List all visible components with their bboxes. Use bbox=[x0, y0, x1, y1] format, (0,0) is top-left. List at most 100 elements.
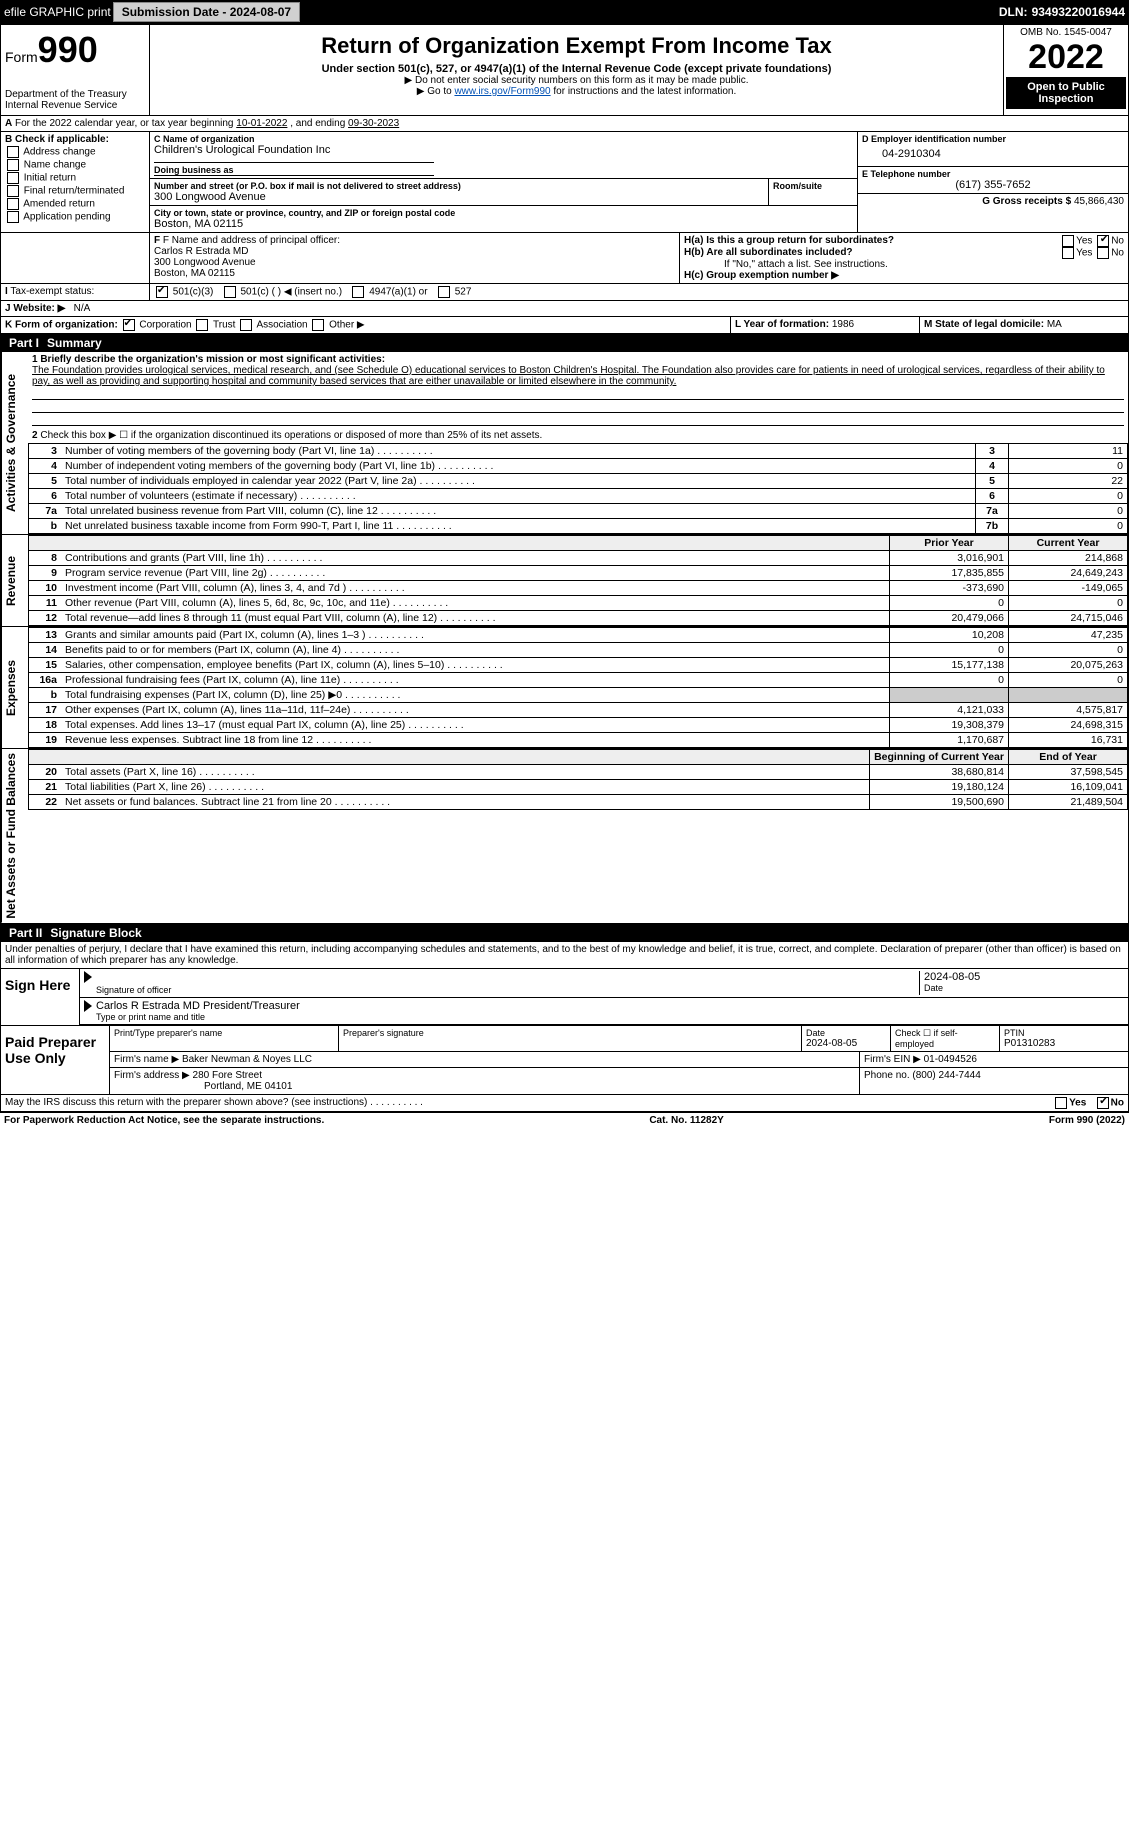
chk-address-change[interactable]: Address change bbox=[5, 146, 145, 158]
firm-addr1: 280 Fore Street bbox=[193, 1070, 262, 1081]
dln-label: DLN: bbox=[999, 5, 1028, 19]
part2-header: Part II Signature Block bbox=[1, 924, 1128, 942]
form-footer: For Paperwork Reduction Act Notice, see … bbox=[0, 1113, 1129, 1128]
efile-label: efile GRAPHIC print bbox=[4, 5, 111, 19]
preparer-date: 2024-08-05 bbox=[806, 1038, 886, 1049]
org-name-label: C Name of organization bbox=[154, 134, 853, 144]
instructions-link-line: ▶ Go to www.irs.gov/Form990 for instruct… bbox=[154, 86, 999, 97]
paid-preparer-label: Paid Preparer Use Only bbox=[1, 1026, 110, 1094]
firm-ein: 01-0494526 bbox=[924, 1054, 977, 1065]
omb-number: OMB No. 1545-0047 bbox=[1006, 27, 1126, 38]
vlabel-net-assets: Net Assets or Fund Balances bbox=[1, 749, 28, 923]
phone-value: (617) 355-7652 bbox=[862, 179, 1124, 191]
firm-phone: (800) 244-7444 bbox=[912, 1070, 980, 1081]
hb-yesno[interactable]: Yes No bbox=[1024, 247, 1124, 259]
form-page-label: Form 990 (2022) bbox=[1049, 1115, 1125, 1126]
sign-here-label: Sign Here bbox=[1, 969, 80, 1025]
ein-label: D Employer identification number bbox=[862, 134, 1124, 144]
mission-label: 1 Briefly describe the organization's mi… bbox=[32, 354, 1124, 365]
line2-checkbox[interactable]: 2 Check this box ▶ ☐ if the organization… bbox=[28, 428, 1128, 443]
self-employed-check[interactable]: Check ☐ if self-employed bbox=[891, 1026, 1000, 1051]
firm-phone-label: Phone no. bbox=[864, 1070, 910, 1081]
street-address: 300 Longwood Avenue bbox=[154, 191, 764, 203]
officer-addr1: 300 Longwood Avenue bbox=[154, 257, 675, 268]
net-assets-table: Beginning of Current YearEnd of Year20To… bbox=[28, 749, 1128, 810]
chk-final-return[interactable]: Final return/terminated bbox=[5, 185, 145, 197]
room-label: Room/suite bbox=[773, 181, 853, 191]
phone-label: E Telephone number bbox=[862, 169, 1124, 179]
goto-suffix: for instructions and the latest informat… bbox=[551, 86, 737, 97]
period-mid: , and ending bbox=[290, 118, 348, 129]
form-990-number: 990 bbox=[38, 29, 98, 70]
section-j-website: J Website: ▶ N/A bbox=[1, 301, 1128, 317]
irs-link[interactable]: www.irs.gov/Form990 bbox=[454, 86, 550, 97]
sign-date: 2024-08-05 bbox=[924, 971, 1124, 983]
firm-addr2: Portland, ME 04101 bbox=[114, 1081, 855, 1092]
submission-date-button[interactable]: Submission Date - 2024-08-07 bbox=[113, 2, 300, 22]
governance-table: 3Number of voting members of the governi… bbox=[28, 443, 1128, 534]
cat-number: Cat. No. 11282Y bbox=[649, 1115, 723, 1126]
ein-value: 04-2910304 bbox=[862, 144, 1124, 164]
preparer-date-label: Date bbox=[806, 1028, 886, 1038]
firm-name: Baker Newman & Noyes LLC bbox=[182, 1054, 312, 1065]
gross-receipts-value: 45,866,430 bbox=[1074, 196, 1124, 207]
expenses-table: 13Grants and similar amounts paid (Part … bbox=[28, 627, 1128, 748]
tax-year: 2022 bbox=[1006, 38, 1126, 77]
section-b-label: B Check if applicable: bbox=[5, 134, 145, 145]
irs-label: Internal Revenue Service bbox=[5, 100, 145, 111]
mission-text: The Foundation provides urological servi… bbox=[32, 365, 1124, 387]
section-k[interactable]: K Form of organization: Corporation Trus… bbox=[1, 317, 731, 333]
period-begin: 10-01-2022 bbox=[236, 118, 287, 129]
firm-name-label: Firm's name ▶ bbox=[114, 1054, 179, 1065]
tax-exempt-label: I Tax-exempt status: bbox=[1, 284, 150, 301]
chk-initial-return[interactable]: Initial return bbox=[5, 172, 145, 184]
section-b-checklist: B Check if applicable: Address change Na… bbox=[1, 132, 150, 232]
sign-date-label: Date bbox=[924, 983, 1124, 993]
addr-label: Number and street (or P.O. box if mail i… bbox=[154, 181, 764, 191]
vlabel-revenue: Revenue bbox=[1, 535, 28, 626]
penalties-declaration: Under penalties of perjury, I declare th… bbox=[1, 942, 1128, 969]
section-hc: H(c) Group exemption number ▶ bbox=[684, 270, 1124, 281]
preparer-sig-label: Preparer's signature bbox=[343, 1028, 797, 1038]
section-l: L Year of formation: 1986 bbox=[731, 317, 920, 333]
ha-yesno[interactable]: Yes No bbox=[1024, 235, 1124, 247]
city-label: City or town, state or province, country… bbox=[154, 208, 853, 218]
dba-label: Doing business as bbox=[154, 162, 434, 176]
officer-name-label: Type or print name and title bbox=[96, 1012, 1124, 1022]
officer-addr2: Boston, MA 02115 bbox=[154, 268, 675, 279]
paperwork-notice: For Paperwork Reduction Act Notice, see … bbox=[4, 1115, 324, 1126]
signature-label: Signature of officer bbox=[96, 985, 919, 995]
period-text: For the 2022 calendar year, or tax year … bbox=[15, 118, 236, 129]
revenue-table: Prior YearCurrent Year8Contributions and… bbox=[28, 535, 1128, 626]
gross-receipts-label: G Gross receipts $ bbox=[982, 196, 1071, 207]
form-header: Form990 Department of the Treasury Inter… bbox=[1, 25, 1128, 116]
section-ha: H(a) Is this a group return for subordin… bbox=[684, 235, 1024, 247]
dept-treasury: Department of the Treasury bbox=[5, 89, 145, 100]
dln-value: 93493220016944 bbox=[1032, 5, 1125, 19]
ptin-label: PTIN bbox=[1004, 1028, 1124, 1038]
tax-exempt-options[interactable]: 501(c)(3) 501(c) ( ) ◀ (insert no.) 4947… bbox=[150, 284, 1128, 301]
preparer-name-label: Print/Type preparer's name bbox=[114, 1028, 334, 1038]
form-number: Form990 bbox=[5, 29, 145, 71]
caret-icon bbox=[84, 971, 92, 983]
chk-amended[interactable]: Amended return bbox=[5, 198, 145, 210]
chk-application-pending[interactable]: Application pending bbox=[5, 211, 145, 223]
vlabel-activities-governance: Activities & Governance bbox=[1, 352, 28, 534]
officer-name: Carlos R Estrada MD bbox=[154, 246, 675, 257]
goto-prefix: ▶ Go to bbox=[417, 86, 455, 97]
form-title: Return of Organization Exempt From Incom… bbox=[154, 33, 999, 59]
section-f-label: F F Name and address of principal office… bbox=[154, 235, 675, 246]
form-subtitle: Under section 501(c), 527, or 4947(a)(1)… bbox=[154, 63, 999, 75]
period-line-a: A For the 2022 calendar year, or tax yea… bbox=[1, 116, 1128, 132]
firm-ein-label: Firm's EIN ▶ bbox=[864, 1054, 921, 1065]
chk-name-change[interactable]: Name change bbox=[5, 159, 145, 171]
section-hb: H(b) Are all subordinates included? bbox=[684, 247, 1024, 259]
top-bar: efile GRAPHIC print Submission Date - 20… bbox=[0, 0, 1129, 24]
city-state-zip: Boston, MA 02115 bbox=[154, 218, 853, 230]
open-to-public-badge: Open to Public Inspection bbox=[1006, 77, 1126, 109]
org-name: Children's Urological Foundation Inc bbox=[154, 144, 853, 156]
firm-addr-label: Firm's address ▶ bbox=[114, 1070, 190, 1081]
caret-icon bbox=[84, 1000, 92, 1012]
discuss-line[interactable]: May the IRS discuss this return with the… bbox=[1, 1095, 1128, 1112]
vlabel-expenses: Expenses bbox=[1, 627, 28, 748]
